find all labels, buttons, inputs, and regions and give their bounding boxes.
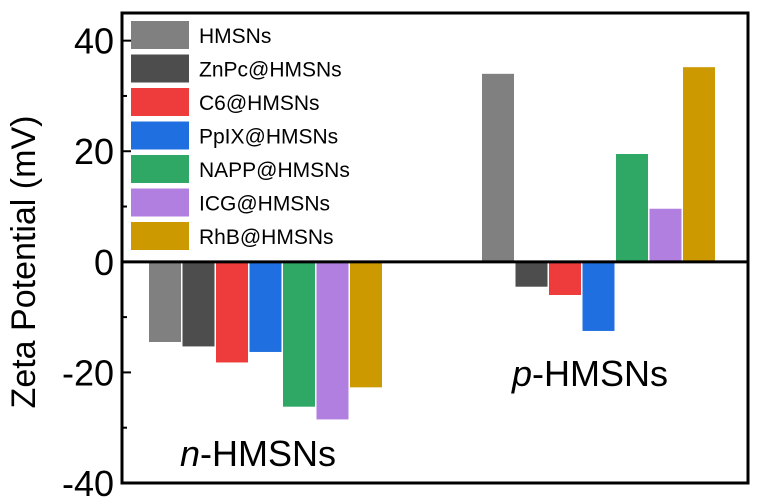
legend-swatch [131,222,189,250]
group-label-prefix: p [511,353,532,394]
bar-ppix-hmsns-n-hmsns [249,261,282,352]
legend-label: RhB@HMSNs [199,226,334,249]
y-tick-label: -20 [62,352,114,393]
bar-napp-hmsns-n-hmsns [283,261,315,407]
bar-icg-hmsns-n-hmsns [316,261,349,420]
y-tick-label: -40 [62,463,114,504]
bar-hmsns-p-hmsns [482,73,514,262]
legend-label: ZnPc@HMSNs [199,59,342,82]
bar-rhb-hmsns-n-hmsns [350,261,382,388]
bar-c6-hmsns-n-hmsns [216,261,248,363]
legend-swatch [131,188,189,217]
y-axis-title: Zeta Potential (mV) [5,116,43,409]
legend-swatch [131,88,189,116]
legend-swatch [131,121,189,150]
bar-icg-hmsns-p-hmsns [649,208,682,262]
y-tick-label: 0 [94,242,114,283]
group-label-suffix: -HMSNs [200,433,336,474]
legend-swatch [131,21,189,49]
legend-label: C6@HMSNs [199,92,320,115]
legend-label: NAPP@HMSNs [199,159,350,182]
y-tick-label: 40 [74,21,114,62]
legend-label: ICG@HMSNs [199,193,330,216]
legend: HMSNs ZnPc@HMSNs C6@HMSNs PpIX@HMSNs NAPP@HM… [131,21,350,250]
y-axis-ticks: 40 20 0 -20 -40 [62,21,131,504]
group-label-p-hmsns: p-HMSNs [511,353,668,394]
legend-swatch [131,54,189,83]
bar-znpc-hmsns-n-hmsns [182,261,215,347]
legend-swatch [131,155,189,183]
bar-hmsns-n-hmsns [149,261,181,342]
bar-c6-hmsns-p-hmsns [549,261,581,295]
bar-ppix-hmsns-p-hmsns [582,261,615,331]
group-label-suffix: -HMSNs [532,353,668,394]
legend-label: HMSNs [199,25,271,48]
bar-napp-hmsns-p-hmsns [616,154,648,262]
group-label-n-hmsns: n-HMSNs [180,433,336,474]
y-tick-label: 20 [74,131,114,172]
plot-frame [120,11,750,485]
bar-rhb-hmsns-p-hmsns [683,67,715,262]
legend-label: PpIX@HMSNs [199,126,338,149]
bars-layer [149,67,715,420]
group-label-prefix: n [180,433,200,474]
bar-znpc-hmsns-p-hmsns [515,261,548,287]
